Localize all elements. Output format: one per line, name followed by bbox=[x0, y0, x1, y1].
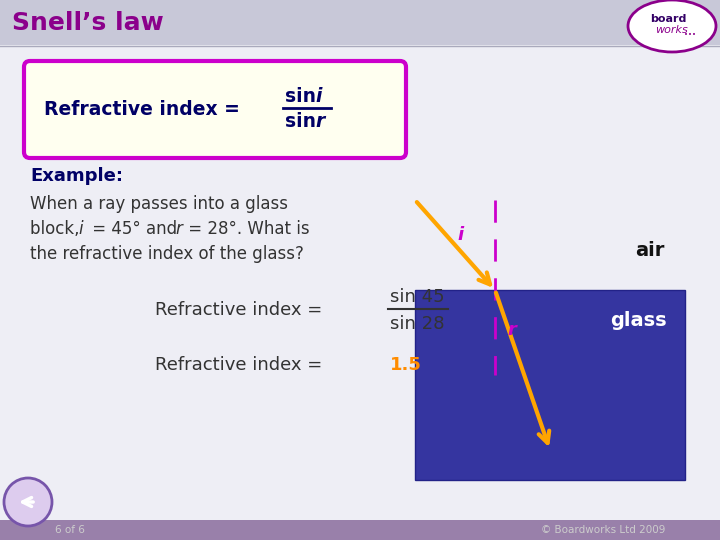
Bar bbox=[415, 290, 685, 480]
Text: the refractive index of the glass?: the refractive index of the glass? bbox=[30, 245, 304, 263]
Text: i: i bbox=[78, 220, 83, 238]
Text: i: i bbox=[315, 87, 321, 106]
Text: sin 45: sin 45 bbox=[390, 288, 445, 306]
Text: r: r bbox=[507, 321, 516, 339]
Text: sin: sin bbox=[285, 112, 316, 131]
Bar bbox=[0, 0, 720, 45]
Text: r: r bbox=[315, 112, 324, 131]
Text: Example:: Example: bbox=[30, 167, 123, 185]
Text: 6 of 6: 6 of 6 bbox=[55, 525, 85, 535]
Bar bbox=[0, 520, 720, 540]
Text: block,: block, bbox=[30, 220, 85, 238]
Text: 1.5: 1.5 bbox=[390, 356, 422, 374]
Text: Snell’s law: Snell’s law bbox=[12, 11, 163, 35]
Text: = 45° and: = 45° and bbox=[87, 220, 182, 238]
Text: © Boardworks Ltd 2009: © Boardworks Ltd 2009 bbox=[541, 525, 665, 535]
Text: works: works bbox=[654, 25, 688, 35]
Text: sin: sin bbox=[285, 87, 316, 106]
Text: •••: ••• bbox=[684, 32, 696, 38]
Text: i: i bbox=[457, 226, 463, 244]
Text: Refractive index =: Refractive index = bbox=[155, 301, 328, 319]
Text: glass: glass bbox=[610, 310, 667, 329]
FancyBboxPatch shape bbox=[24, 61, 406, 158]
Text: r: r bbox=[175, 220, 182, 238]
Text: sin 28: sin 28 bbox=[390, 315, 444, 333]
Text: When a ray passes into a glass: When a ray passes into a glass bbox=[30, 195, 288, 213]
Text: air: air bbox=[635, 240, 665, 260]
Text: Refractive index =: Refractive index = bbox=[155, 356, 328, 374]
Circle shape bbox=[4, 478, 52, 526]
Text: = 28°. What is: = 28°. What is bbox=[183, 220, 310, 238]
Text: board: board bbox=[650, 14, 686, 24]
Text: Refractive index =: Refractive index = bbox=[44, 100, 246, 119]
Ellipse shape bbox=[628, 0, 716, 52]
